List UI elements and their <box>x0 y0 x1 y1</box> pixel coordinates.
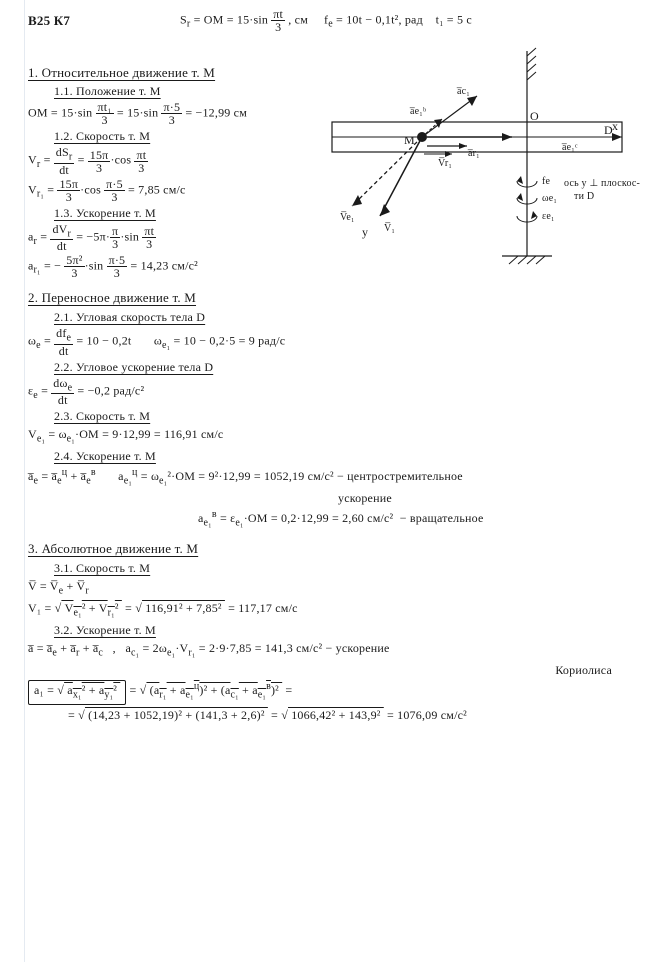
v1-eq: V₁ = √ Ve₁² + Vr₁² = √ 116,91² + 7,85² =… <box>28 600 632 620</box>
ae-b-eq: ускорение <box>218 490 632 506</box>
label-Vr: V̅r₁ <box>438 158 452 169</box>
asum-cor: Кориолиса <box>28 662 632 678</box>
vsum: V̅ = V̅e + V̅r <box>28 578 632 598</box>
label-O: O <box>530 109 539 123</box>
label-we: ωe₁ <box>542 193 557 204</box>
diagram-note: ось y ⊥ плоскос- <box>564 178 640 189</box>
ve1-eq: Ve₁ = ωe₁·OM = 9·12,99 = 116,91 см/с <box>28 426 632 446</box>
label-V1: V̅₁ <box>384 223 395 234</box>
s2-3: 2.3. Скорость т. М <box>54 408 632 424</box>
we-eq: ωe = dfedt = 10 − 0,2t ωe₁ = 10 − 0,2·5 … <box>28 327 632 356</box>
ae-sum: a̅e = a̅eц + a̅eв ae₁ц = ωe₁²·OM = 9²·12… <box>28 466 632 488</box>
s3-title: 3. Абсолютное движение т. М <box>28 540 632 558</box>
label-M: M <box>404 133 415 147</box>
label-fe: fe <box>542 176 551 187</box>
label-ee: εe₁ <box>542 211 555 222</box>
s3-1: 3.1. Скорость т. М <box>54 560 632 576</box>
label-ar: a̅r₁ <box>467 148 480 159</box>
label-ac: a̅c₁ <box>456 86 470 97</box>
a1-eq: a₁ = √ ax₁² + ay₁² = √ (ar₁ + ae₁ц)² + (… <box>28 680 632 705</box>
s2-1: 2.1. Угловая скорость тела D <box>54 309 632 325</box>
asum: a̅ = a̅e + a̅r + a̅c , ac₁ = 2ωe₁·Vr₁ = … <box>28 640 632 660</box>
a1-eq2: = √ (14,23 + 1052,19)² + (141,3 + 2,6)² … <box>68 707 632 723</box>
ee-eq: εe = dωedt = −0,2 рад/с² <box>28 377 632 406</box>
s2-2: 2.2. Угловое ускорение тела D <box>54 359 632 375</box>
s2-4: 2.4. Ускорение т. М <box>54 448 632 464</box>
ae-b-eq2: ae₁в = εe₁·OM = 0,2·12,99 = 2,60 см/с² −… <box>198 508 632 530</box>
label-y: y <box>362 225 368 239</box>
label-ae-ce: a̅e₁ᶜ <box>561 142 578 153</box>
label-Ve: V̅e₁ <box>340 212 355 223</box>
label-ae-b: a̅e₁ᵇ <box>409 106 426 117</box>
kinematics-diagram: D x O M a̅e₁ᶜ a̅r₁ V̅r₁ a <box>312 56 632 276</box>
svg-text:ти D: ти D <box>574 191 594 202</box>
label-x: x <box>612 119 618 133</box>
s2-title: 2. Переносное движение т. М <box>28 289 632 307</box>
given-line: Sr = OM = 15·sin πt3 , см fe = 10t − 0,1… <box>180 8 472 33</box>
s3-2: 3.2. Ускорение т. М <box>54 622 632 638</box>
